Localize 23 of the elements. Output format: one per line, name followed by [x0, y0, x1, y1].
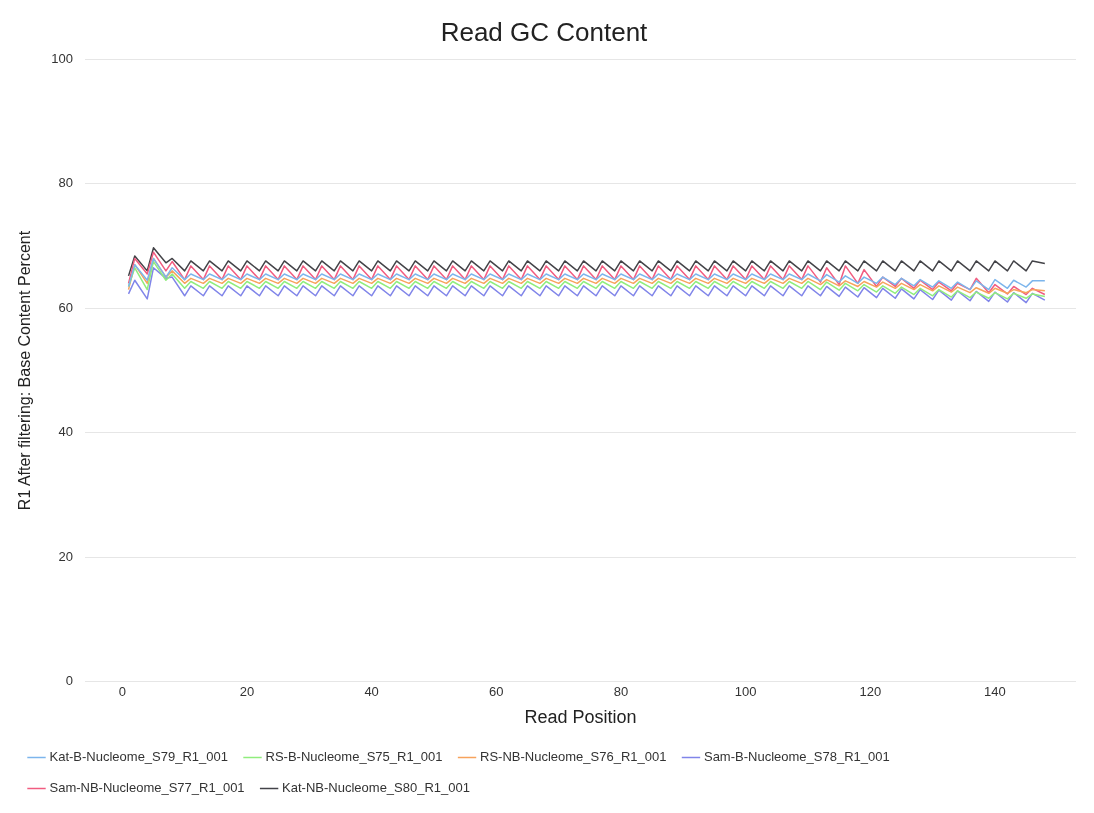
x-tick-label: 20 — [239, 684, 255, 700]
x-tick-label: 80 — [613, 684, 629, 700]
x-tick-label: 140 — [984, 684, 1006, 700]
legend-label: Sam-NB-Nucleome_S77_R1_001 — [49, 780, 245, 796]
x-axis-title: Read Position — [524, 707, 637, 728]
y-tick-label: 80 — [58, 175, 73, 191]
legend-label: Kat-B-Nucleome_S79_R1_001 — [49, 749, 228, 765]
legend-label: RS-NB-Nucleome_S76_R1_001 — [480, 749, 667, 765]
x-tick-label: 40 — [364, 684, 379, 700]
x-tick-label: 120 — [859, 684, 882, 700]
y-tick-label: 100 — [51, 50, 73, 66]
legend-label: Sam-B-Nucleome_S78_R1_001 — [703, 749, 890, 765]
y-tick-label: 20 — [58, 548, 73, 564]
x-tick-label: 60 — [489, 684, 504, 700]
x-tick-label: 100 — [734, 684, 757, 700]
y-tick-label: 40 — [58, 424, 73, 440]
chart-title: Read GC Content — [440, 16, 649, 47]
y-tick-label: 0 — [65, 673, 73, 689]
y-axis-title: R1 After filtering: Base Content Percent — [16, 230, 34, 511]
x-tick-label: 0 — [118, 684, 126, 700]
legend-label: Kat-NB-Nucleome_S80_R1_001 — [282, 780, 470, 796]
y-tick-label: 60 — [58, 299, 73, 315]
legend-label: RS-B-Nucleome_S75_R1_001 — [265, 749, 443, 765]
